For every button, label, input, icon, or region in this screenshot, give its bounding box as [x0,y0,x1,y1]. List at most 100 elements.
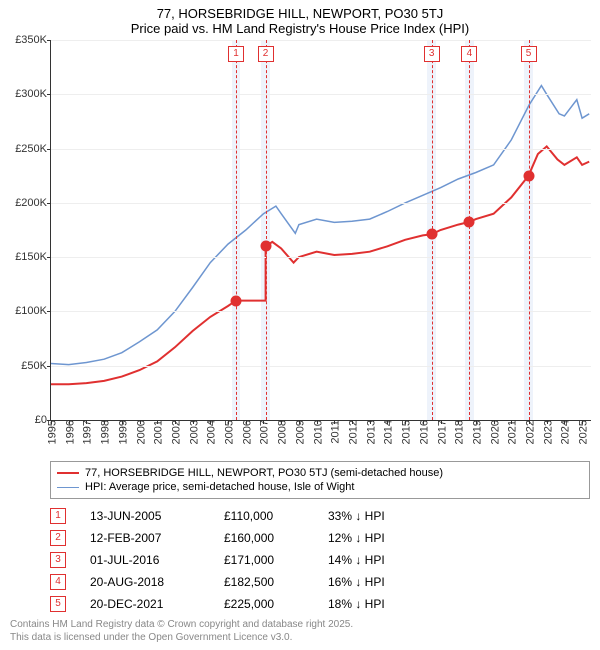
x-axis-label: 2013 [362,420,377,444]
y-axis-label: £150K [15,251,51,263]
x-axis-label: 2014 [380,420,395,444]
sales-row: 3 01-JUL-2016 £171,000 14% ↓ HPI [50,549,590,571]
sales-row-badge: 2 [50,530,66,546]
sale-marker-badge: 1 [228,46,244,62]
footer-line-2: This data is licensed under the Open Gov… [10,631,353,644]
y-axis-label: £50K [21,360,51,372]
sales-row-price: £171,000 [224,553,304,567]
y-axis-label: £300K [15,88,51,100]
y-gridline [51,94,591,95]
x-axis-label: 2023 [539,420,554,444]
sales-row-diff: 16% ↓ HPI [328,575,385,589]
footer-line-1: Contains HM Land Registry data © Crown c… [10,618,353,631]
y-gridline [51,311,591,312]
legend-label: HPI: Average price, semi-detached house,… [85,481,354,493]
x-axis-label: 2019 [468,420,483,444]
legend-swatch [57,472,79,474]
sale-point-marker [426,229,437,240]
x-axis-label: 2003 [185,420,200,444]
x-axis-label: 1999 [114,420,129,444]
x-axis-label: 2020 [486,420,501,444]
sales-row-diff: 14% ↓ HPI [328,553,385,567]
sales-row-badge: 1 [50,508,66,524]
x-axis-label: 1997 [79,420,94,444]
sale-marker-badge: 2 [258,46,274,62]
sales-row-price: £182,500 [224,575,304,589]
chart-subtitle: Price paid vs. HM Land Registry's House … [0,21,600,40]
sales-row-badge: 3 [50,552,66,568]
x-axis-label: 2018 [451,420,466,444]
x-axis-label: 2015 [398,420,413,444]
sales-row: 5 20-DEC-2021 £225,000 18% ↓ HPI [50,593,590,615]
x-axis-label: 2022 [522,420,537,444]
chart-title: 77, HORSEBRIDGE HILL, NEWPORT, PO30 5TJ [0,0,600,21]
sales-row-price: £225,000 [224,597,304,611]
sale-point-marker [231,295,242,306]
sale-marker-line [529,40,530,420]
x-axis-label: 2000 [132,420,147,444]
y-gridline [51,40,591,41]
sale-marker-badge: 5 [521,46,537,62]
sales-row-date: 13-JUN-2005 [90,509,200,523]
x-axis-label: 1995 [44,420,59,444]
y-gridline [51,366,591,367]
y-axis-label: £250K [15,143,51,155]
x-axis-label: 2011 [327,420,342,444]
sale-marker-line [469,40,470,420]
x-axis-label: 1996 [61,420,76,444]
x-axis-label: 2008 [274,420,289,444]
sales-row-date: 20-AUG-2018 [90,575,200,589]
series-line-price_paid [51,146,589,384]
chart-lines-svg [51,40,591,420]
legend-item: 77, HORSEBRIDGE HILL, NEWPORT, PO30 5TJ … [57,466,583,480]
sales-row-date: 12-FEB-2007 [90,531,200,545]
legend-label: 77, HORSEBRIDGE HILL, NEWPORT, PO30 5TJ … [85,467,443,479]
x-axis-label: 2021 [504,420,519,444]
x-axis-label: 2006 [238,420,253,444]
sale-marker-line [236,40,237,420]
sales-row-price: £160,000 [224,531,304,545]
sales-row-price: £110,000 [224,509,304,523]
x-axis-label: 2024 [557,420,572,444]
x-axis-label: 2009 [291,420,306,444]
sale-marker-badge: 3 [424,46,440,62]
sales-table: 1 13-JUN-2005 £110,000 33% ↓ HPI 2 12-FEB-200… [50,505,590,615]
footer-attribution: Contains HM Land Registry data © Crown c… [10,618,353,644]
sales-row: 1 13-JUN-2005 £110,000 33% ↓ HPI [50,505,590,527]
sales-row-diff: 12% ↓ HPI [328,531,385,545]
y-axis-label: £350K [15,34,51,46]
y-gridline [51,203,591,204]
sales-row-badge: 5 [50,596,66,612]
x-axis-label: 2004 [203,420,218,444]
x-axis-label: 2017 [433,420,448,444]
series-line-hpi [51,86,589,365]
sale-marker-badge: 4 [461,46,477,62]
x-axis-label: 2007 [256,420,271,444]
sales-row: 4 20-AUG-2018 £182,500 16% ↓ HPI [50,571,590,593]
y-axis-label: £100K [15,305,51,317]
legend-item: HPI: Average price, semi-detached house,… [57,480,583,494]
sales-row-date: 01-JUL-2016 [90,553,200,567]
y-gridline [51,149,591,150]
sales-row: 2 12-FEB-2007 £160,000 12% ↓ HPI [50,527,590,549]
sales-row-badge: 4 [50,574,66,590]
sales-row-diff: 18% ↓ HPI [328,597,385,611]
x-axis-label: 2002 [167,420,182,444]
sale-point-marker [523,170,534,181]
sale-point-marker [464,216,475,227]
y-axis-label: £200K [15,197,51,209]
legend-box: 77, HORSEBRIDGE HILL, NEWPORT, PO30 5TJ … [50,461,590,499]
legend-swatch [57,487,79,488]
x-axis-label: 2010 [309,420,324,444]
x-axis-label: 2001 [150,420,165,444]
x-axis-label: 2012 [344,420,359,444]
y-gridline [51,257,591,258]
sales-row-diff: 33% ↓ HPI [328,509,385,523]
x-axis-label: 2025 [575,420,590,444]
sale-marker-line [266,40,267,420]
chart-plot-area: £0£50K£100K£150K£200K£250K£300K£350K1995… [50,40,591,421]
sale-point-marker [260,241,271,252]
sales-row-date: 20-DEC-2021 [90,597,200,611]
x-axis-label: 2005 [221,420,236,444]
x-axis-label: 1998 [97,420,112,444]
